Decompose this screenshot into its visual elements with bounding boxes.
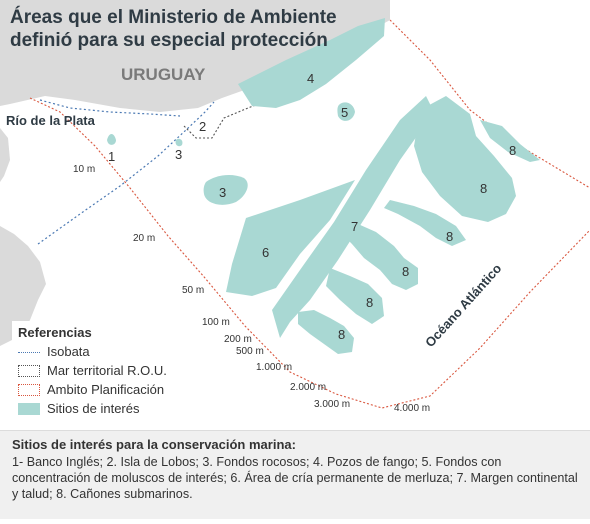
site-number-8-c: 8 [446,229,453,244]
site-8-canon-c [326,268,384,324]
isobath-label-50: 50 m [182,285,204,296]
footer-body: 1- Banco Inglés; 2. Isla de Lobos; 3. Fo… [12,455,578,501]
site-number-3-large: 3 [219,185,226,200]
isobath-label-20: 20 m [133,233,155,244]
isobath-swatch-icon [18,346,40,353]
legend-item-territorial-sea: Mar territorial R.O.U. [18,361,189,380]
planning-area-limit [29,97,590,409]
country-label: URUGUAY [121,65,206,84]
isobath-label-10: 10 m [73,164,95,175]
site-number-3-small: 3 [175,147,182,162]
sites-swatch-icon [18,402,40,415]
isobath-label-1000: 1.000 m [256,362,292,373]
ocean-label: Océano Atlántico [422,261,504,350]
territorial-sea-swatch-icon [18,364,40,377]
legend-label: Mar territorial R.O.U. [47,363,167,378]
sites-description: Sitios de interés para la conservación m… [0,430,590,519]
site-number-2: 2 [199,119,206,134]
isobath-label-200: 200 m [224,334,252,345]
legend-item-isobath: Isobata [18,342,189,361]
site-number-8-e: 8 [366,295,373,310]
site-number-1: 1 [108,149,115,164]
isobath-label-2000: 2.000 m [290,382,326,393]
isobath-label-3000: 3.000 m [314,399,350,410]
site-number-8-d: 8 [402,264,409,279]
site-4-pozos-de-fango [238,18,385,108]
isobath-labels: 10 m 20 m 50 m 100 m 200 m 500 m 1.000 m… [73,164,430,414]
site-8-canon-main [414,96,516,222]
argentina-land-south [0,226,46,346]
site-number-8-a: 8 [509,143,516,158]
legend-label: Sitios de interés [47,401,140,416]
site-number-8-f: 8 [338,327,345,342]
site-6-merluza [226,180,355,296]
site-8-canon-bottom [298,310,354,354]
site-8-canon-upper-right [480,120,540,162]
site-number-5: 5 [341,105,348,120]
legend: Referencias Isobata Mar territorial R.O.… [12,321,195,425]
site-8-canon-mid [384,200,466,246]
river-label: Río de la Plata [6,113,96,128]
title-line-1: Áreas que el Ministerio de Ambiente [10,7,337,28]
site-number-6: 6 [262,245,269,260]
argentina-land [0,128,10,182]
site-5-moluscos [337,102,355,121]
isobath-line-a [37,101,215,245]
title-line-2: definió para su especial protección [10,30,328,51]
legend-item-sites: Sitios de interés [18,399,189,418]
legend-label: Ambito Planificación [47,382,165,397]
footer-title: Sitios de interés para la conservación m… [12,437,296,452]
site-number-4: 4 [307,71,314,86]
planning-area-swatch-icon [18,383,40,396]
site-number-7: 7 [351,219,358,234]
site-8-canon-e [344,224,418,290]
map-title: Áreas que el Ministerio de Ambiente defi… [10,6,337,52]
site-1-banco-ingles [107,134,116,145]
site-3-rock-small [175,138,183,147]
site-number-labels: 1 2 3 3 4 5 6 7 8 8 8 8 8 8 [108,71,516,342]
isobath-label-100: 100 m [202,317,230,328]
isobath-label-4000: 4.000 m [394,403,430,414]
legend-title: Referencias [18,325,92,340]
site-number-8-b: 8 [480,181,487,196]
site-3-rock [203,175,248,205]
legend-item-planning-area: Ambito Planificación [18,380,189,399]
legend-label: Isobata [47,344,90,359]
sites-layer [107,18,540,354]
isobath-label-500: 500 m [236,346,264,357]
uruguay-land [0,0,390,112]
site-7-margen-talud [272,96,434,338]
